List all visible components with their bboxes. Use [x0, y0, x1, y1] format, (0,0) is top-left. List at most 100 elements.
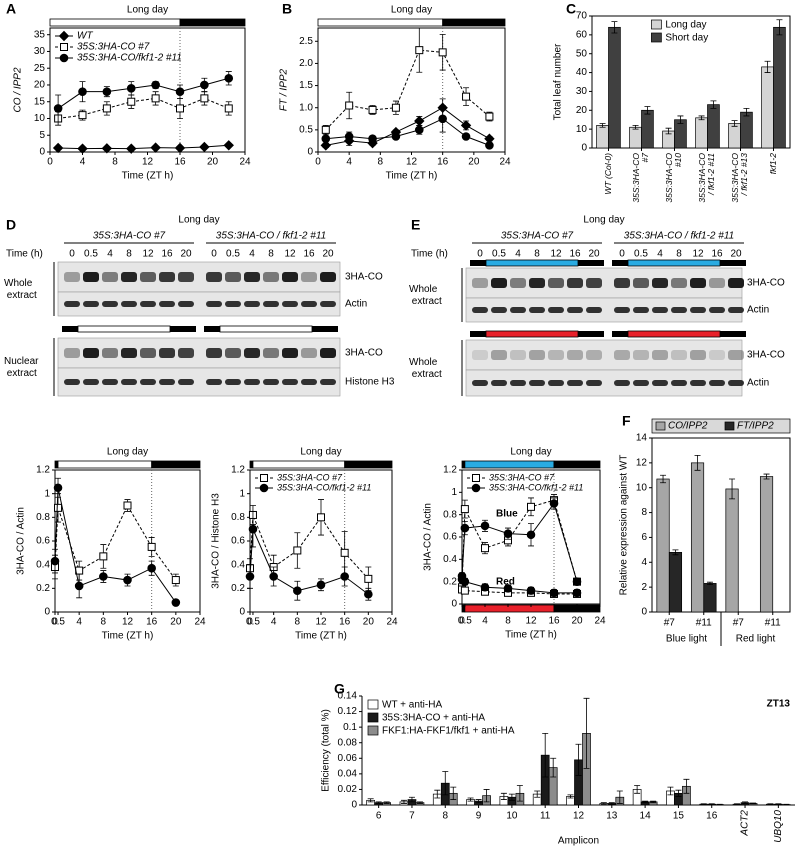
row-label: 3HA-CO	[345, 348, 383, 359]
error-bar	[483, 789, 490, 803]
x-tick-label: 20	[170, 617, 182, 628]
blot-band	[83, 301, 99, 307]
blot-band	[586, 350, 602, 360]
time-label: 16	[569, 249, 581, 260]
blot-band	[225, 272, 241, 282]
marker	[199, 141, 210, 153]
blot-band	[529, 380, 545, 386]
light-bar	[612, 260, 628, 266]
bar	[596, 125, 609, 149]
marker	[200, 80, 209, 90]
bar	[707, 104, 720, 149]
marker	[77, 143, 88, 154]
error-bar	[710, 100, 717, 109]
blot-band	[282, 272, 298, 282]
y-axis-label: FT / IPP2	[279, 68, 290, 111]
x-tick-label: 0.5	[51, 617, 65, 628]
blot-band	[301, 379, 317, 385]
y-tick-label: 5	[39, 130, 45, 141]
error-bar	[408, 796, 415, 803]
marker	[460, 505, 469, 514]
blot-band	[548, 380, 564, 386]
blot-band	[178, 301, 194, 307]
x-tick-label: 8	[101, 617, 107, 628]
blot-band	[320, 301, 336, 307]
marker	[321, 134, 331, 144]
section-label: Whole extract	[409, 284, 442, 307]
series-line	[461, 579, 577, 594]
x-tick-label: 0	[47, 157, 53, 168]
y-tick-label: 1	[451, 487, 457, 498]
time-label: 16	[711, 249, 723, 260]
y-axis-label: CO / IPP2	[13, 67, 24, 112]
x-tick-label: 4	[271, 617, 277, 628]
x-tick-label: 14	[640, 811, 652, 822]
marker	[317, 513, 325, 522]
marker	[259, 483, 269, 493]
x-tick-label: 35S:3HA-CO / fkf1-2 #11	[697, 153, 716, 203]
marker	[78, 111, 87, 120]
marker	[58, 30, 70, 42]
blot-band	[64, 348, 80, 358]
blot-band	[206, 272, 222, 282]
blot-band	[510, 278, 526, 288]
blot-band	[244, 301, 260, 307]
marker	[344, 132, 354, 141]
marker	[99, 552, 108, 561]
blot-band	[102, 348, 118, 358]
y-tick-label: 0.06	[338, 753, 358, 764]
y-tick-label: 0.6	[231, 536, 245, 547]
bar	[690, 462, 705, 613]
x-axis-label: Amplicon	[558, 836, 599, 847]
error-bar	[383, 801, 390, 804]
blot-band	[121, 379, 137, 385]
time-label: 0.5	[634, 249, 648, 260]
x-tick-label: 20	[468, 157, 480, 168]
marker	[316, 580, 326, 590]
plot-frame	[317, 27, 506, 153]
y-tick-label: 0	[451, 599, 457, 610]
x-axis-label: Time (ZT h)	[505, 630, 557, 641]
y-tick-label: 10	[576, 124, 588, 135]
error-bar	[508, 793, 515, 801]
blot-band	[529, 350, 545, 360]
marker	[368, 134, 377, 144]
y-tick-label: 0.8	[443, 509, 457, 520]
y-axis-label: Relative expression against WT	[619, 455, 630, 596]
legend-label: 35S:3HA-CO/fkf1-2 #11	[489, 482, 583, 492]
bar	[656, 478, 670, 613]
blot-band	[140, 348, 156, 358]
blot-band	[159, 272, 175, 282]
error-bar	[632, 124, 639, 130]
error-bar	[599, 123, 606, 128]
marker	[245, 572, 255, 581]
blot-band	[472, 307, 488, 313]
y-axis-label: 3HA-CO / Histone H3	[211, 493, 222, 589]
y-tick-label: 1.0	[299, 102, 313, 113]
row-label: Actin	[747, 305, 769, 316]
row-label: 3HA-CO	[747, 278, 785, 289]
time-label: 4	[657, 249, 663, 260]
blot-band	[225, 379, 241, 385]
marker	[102, 104, 111, 113]
y-tick-label: 60	[576, 29, 588, 40]
error-bar	[475, 799, 482, 804]
blot-band	[690, 380, 706, 386]
error-bar	[567, 794, 574, 799]
x-tick-label: #7	[664, 618, 676, 629]
light-bar	[317, 18, 444, 27]
plot-frame	[591, 15, 791, 149]
group-label: 35S:3HA-CO / fkf1-2 #11	[216, 231, 326, 242]
y-tick-label: 1.2	[36, 465, 50, 476]
marker	[415, 46, 424, 55]
y-tick-label: 35	[34, 29, 46, 40]
marker	[123, 501, 132, 510]
blot-band	[225, 348, 241, 358]
x-tick-label: 16	[706, 811, 718, 822]
x-tick-label: fkf1-2	[768, 153, 778, 175]
blot-band	[244, 348, 260, 358]
blot-band	[690, 350, 706, 360]
blot-band	[491, 350, 507, 360]
error-bar	[743, 108, 750, 117]
light-bar	[249, 460, 254, 469]
